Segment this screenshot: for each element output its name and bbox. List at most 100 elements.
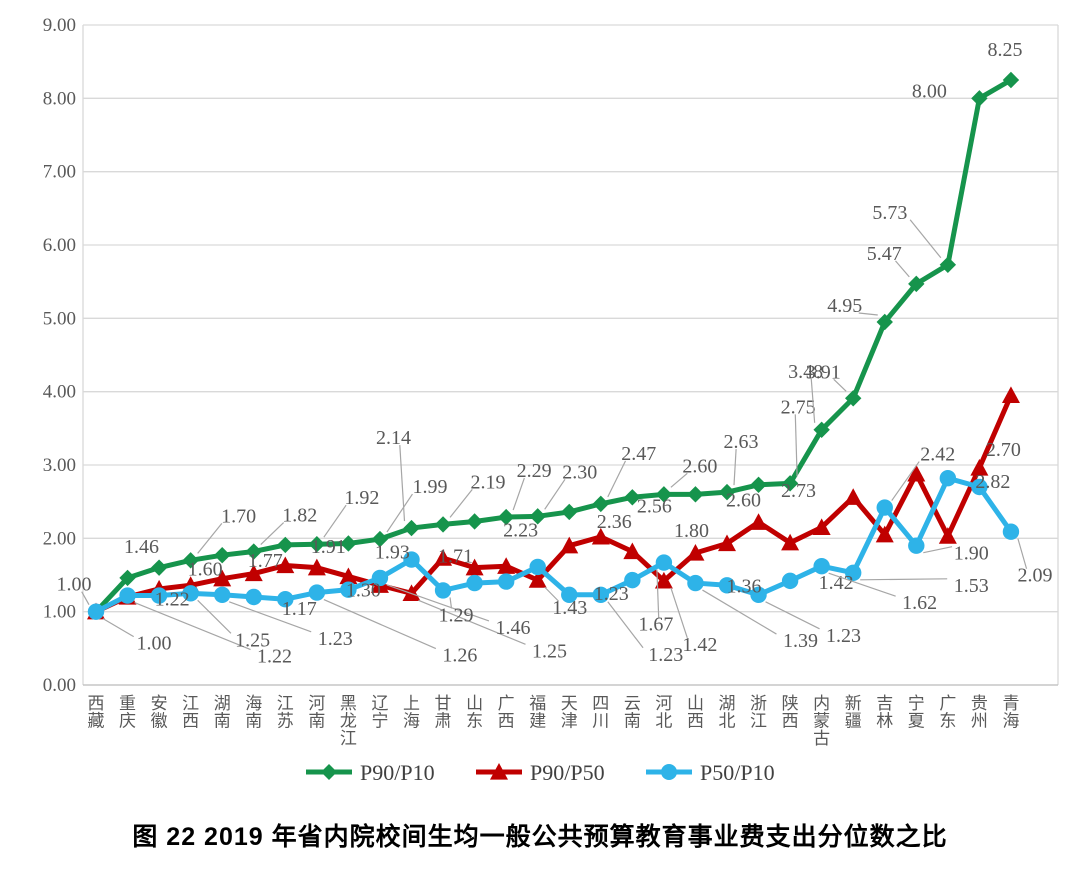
data-point-label: 1.22 bbox=[257, 646, 292, 668]
data-point-marker-p50p10 bbox=[466, 574, 483, 592]
data-point-label: 3.91 bbox=[806, 361, 841, 383]
y-axis-tick-label: 8.00 bbox=[43, 88, 76, 109]
svg-text:吉: 吉 bbox=[876, 694, 893, 713]
svg-text:贵: 贵 bbox=[971, 694, 988, 713]
label-leader-line bbox=[909, 219, 942, 259]
data-point-marker-p50p10 bbox=[971, 478, 988, 496]
data-point-marker-p90p50 bbox=[276, 556, 295, 574]
label-leader-line bbox=[607, 601, 644, 649]
data-point-marker-p50p10 bbox=[655, 554, 673, 571]
data-point-marker-p90p50 bbox=[907, 464, 926, 482]
svg-text:安: 安 bbox=[151, 694, 168, 713]
data-point-marker-p90p50 bbox=[938, 527, 957, 544]
x-axis-label: 广西 bbox=[498, 694, 515, 731]
svg-text:云: 云 bbox=[624, 694, 641, 713]
data-point-label: 1.60 bbox=[188, 559, 223, 581]
data-point-marker-p90p50 bbox=[781, 533, 800, 551]
data-point-label: 1.82 bbox=[282, 505, 317, 527]
data-point-label: 1.23 bbox=[826, 625, 861, 647]
data-point-marker-p50p10 bbox=[214, 586, 231, 603]
svg-text:天: 天 bbox=[561, 694, 578, 713]
svg-text:河: 河 bbox=[308, 694, 325, 713]
data-point-label: 2.63 bbox=[724, 431, 759, 453]
svg-text:甘: 甘 bbox=[435, 694, 452, 713]
label-leader-line bbox=[670, 587, 688, 639]
data-point-label: 2.75 bbox=[781, 396, 816, 418]
data-point-label: 1.23 bbox=[648, 644, 683, 666]
svg-text:东: 东 bbox=[939, 712, 956, 731]
data-point-label: 8.25 bbox=[987, 39, 1022, 61]
svg-text:江: 江 bbox=[277, 694, 294, 713]
svg-text:西: 西 bbox=[687, 712, 704, 731]
label-leader-line bbox=[923, 546, 953, 554]
data-point-marker-p90p50 bbox=[1001, 386, 1020, 403]
y-axis-tick-label: 0.00 bbox=[43, 675, 76, 696]
data-point-marker-p50p10 bbox=[908, 537, 925, 554]
svg-text:上: 上 bbox=[403, 694, 420, 713]
label-leader-line bbox=[733, 449, 737, 486]
label-leader-line bbox=[323, 504, 347, 538]
svg-text:山: 山 bbox=[687, 694, 704, 713]
x-axis-label: 陕西 bbox=[782, 694, 799, 731]
x-axis-label: 吉林 bbox=[876, 694, 893, 731]
data-point-marker-p90p50 bbox=[875, 525, 894, 543]
data-point-label: 2.14 bbox=[376, 427, 411, 449]
data-point-marker-p90p50 bbox=[528, 571, 547, 588]
data-point-marker-p50p10 bbox=[813, 558, 830, 575]
data-point-marker-p90p50 bbox=[213, 569, 232, 587]
data-point-marker-p50p10 bbox=[561, 586, 578, 603]
svg-text:龙: 龙 bbox=[340, 712, 357, 731]
data-point-marker-p50p10 bbox=[1002, 523, 1020, 540]
svg-text:四: 四 bbox=[592, 694, 609, 713]
data-point-marker-p90p50 bbox=[402, 584, 421, 601]
label-leader-line bbox=[656, 569, 660, 618]
label-leader-line bbox=[399, 445, 406, 522]
svg-text:藏: 藏 bbox=[88, 712, 105, 731]
data-point-label: 5.47 bbox=[867, 243, 902, 265]
label-leader-line bbox=[858, 312, 878, 316]
label-leader-line bbox=[386, 584, 490, 622]
svg-text:建: 建 bbox=[529, 712, 546, 731]
data-point-marker-p50p10 bbox=[592, 586, 609, 603]
label-leader-line bbox=[260, 522, 285, 545]
label-leader-line bbox=[323, 599, 437, 650]
data-point-marker-p90p10 bbox=[939, 256, 957, 273]
label-leader-line bbox=[765, 601, 820, 630]
data-point-label: 1.30 bbox=[346, 580, 381, 602]
data-point-marker-p90p10 bbox=[182, 552, 199, 569]
x-axis-label: 宁夏 bbox=[908, 694, 925, 731]
label-leader-line bbox=[544, 478, 566, 510]
svg-text:津: 津 bbox=[561, 712, 578, 731]
svg-text:广: 广 bbox=[939, 694, 956, 713]
svg-text:夏: 夏 bbox=[908, 712, 925, 731]
data-point-marker-p50p10 bbox=[119, 587, 136, 604]
label-leader-line bbox=[702, 589, 777, 635]
data-point-label: 1.71 bbox=[438, 546, 473, 568]
x-axis-label: 辽宁 bbox=[371, 694, 388, 731]
data-point-marker-p90p10 bbox=[466, 513, 483, 530]
label-leader-line bbox=[860, 578, 948, 581]
data-point-label: 1.29 bbox=[439, 604, 474, 626]
label-leader-line bbox=[794, 414, 798, 477]
data-point-marker-p90p10 bbox=[150, 559, 168, 576]
data-point-marker-p50p10 bbox=[87, 603, 105, 620]
data-point-label: 2.70 bbox=[986, 439, 1021, 461]
data-point-label: 2.73 bbox=[781, 480, 816, 502]
x-axis-label: 西藏 bbox=[88, 694, 105, 731]
svg-text:徽: 徽 bbox=[151, 712, 168, 731]
data-point-label: 1.36 bbox=[727, 575, 762, 597]
data-point-label: 2.60 bbox=[682, 455, 717, 477]
data-point-label: 1.67 bbox=[638, 614, 673, 636]
svg-text:海: 海 bbox=[403, 712, 420, 731]
x-axis-label: 黑龙江 bbox=[340, 694, 357, 748]
x-axis-label: 河北 bbox=[655, 694, 672, 731]
x-axis-label: 上海 bbox=[403, 694, 420, 731]
data-point-label: 2.19 bbox=[471, 471, 506, 493]
label-leader-line bbox=[828, 572, 896, 597]
data-point-marker-p90p50 bbox=[339, 567, 358, 585]
data-point-marker-p90p50 bbox=[560, 536, 579, 554]
legend-marker-diamond bbox=[321, 764, 337, 780]
svg-text:河: 河 bbox=[655, 694, 672, 713]
label-leader-line bbox=[228, 601, 312, 633]
